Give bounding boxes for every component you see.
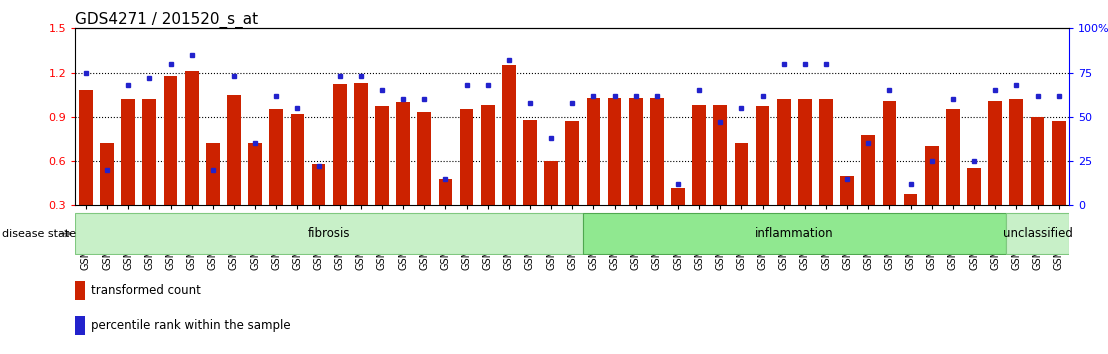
Bar — [122, 99, 135, 205]
Bar — [439, 179, 452, 205]
Bar — [1051, 121, 1066, 205]
Bar — [607, 98, 622, 205]
Bar — [544, 161, 558, 205]
Text: inflammation: inflammation — [755, 227, 833, 240]
Bar — [650, 98, 664, 205]
Bar — [353, 83, 368, 205]
Bar — [481, 105, 494, 205]
Bar — [75, 281, 85, 300]
Bar — [332, 84, 347, 205]
FancyBboxPatch shape — [1006, 213, 1069, 254]
Bar — [100, 143, 114, 205]
Bar — [988, 101, 1002, 205]
FancyBboxPatch shape — [75, 213, 583, 254]
Bar — [735, 143, 748, 205]
Bar — [629, 98, 643, 205]
Text: GDS4271 / 201520_s_at: GDS4271 / 201520_s_at — [75, 12, 258, 28]
Bar — [904, 194, 917, 205]
Text: percentile rank within the sample: percentile rank within the sample — [91, 319, 290, 332]
Bar — [376, 107, 389, 205]
Bar — [967, 169, 981, 205]
Bar — [164, 75, 177, 205]
Bar — [460, 109, 473, 205]
Bar — [290, 114, 305, 205]
Bar — [819, 99, 833, 205]
Bar — [185, 71, 198, 205]
Bar — [248, 143, 261, 205]
Bar — [925, 146, 938, 205]
Bar — [692, 105, 706, 205]
Bar — [311, 164, 326, 205]
Bar — [523, 120, 537, 205]
Bar — [756, 107, 769, 205]
Bar — [206, 143, 219, 205]
Bar — [798, 99, 812, 205]
Text: fibrosis: fibrosis — [308, 227, 350, 240]
Bar — [861, 135, 875, 205]
Text: unclassified: unclassified — [1003, 227, 1073, 240]
Bar — [1009, 99, 1023, 205]
Bar — [714, 105, 727, 205]
Bar — [586, 98, 601, 205]
Bar — [227, 95, 240, 205]
FancyBboxPatch shape — [583, 213, 1006, 254]
Bar — [397, 102, 410, 205]
Bar — [671, 188, 685, 205]
Bar — [418, 113, 431, 205]
Bar — [1030, 117, 1045, 205]
Bar — [143, 99, 156, 205]
Bar — [502, 65, 515, 205]
Bar — [75, 316, 85, 335]
Bar — [883, 101, 896, 205]
Bar — [840, 176, 854, 205]
Text: transformed count: transformed count — [91, 284, 201, 297]
Bar — [777, 99, 791, 205]
Bar — [946, 109, 960, 205]
Text: disease state: disease state — [2, 229, 76, 239]
Bar — [565, 121, 579, 205]
Bar — [79, 90, 93, 205]
Bar — [269, 109, 284, 205]
